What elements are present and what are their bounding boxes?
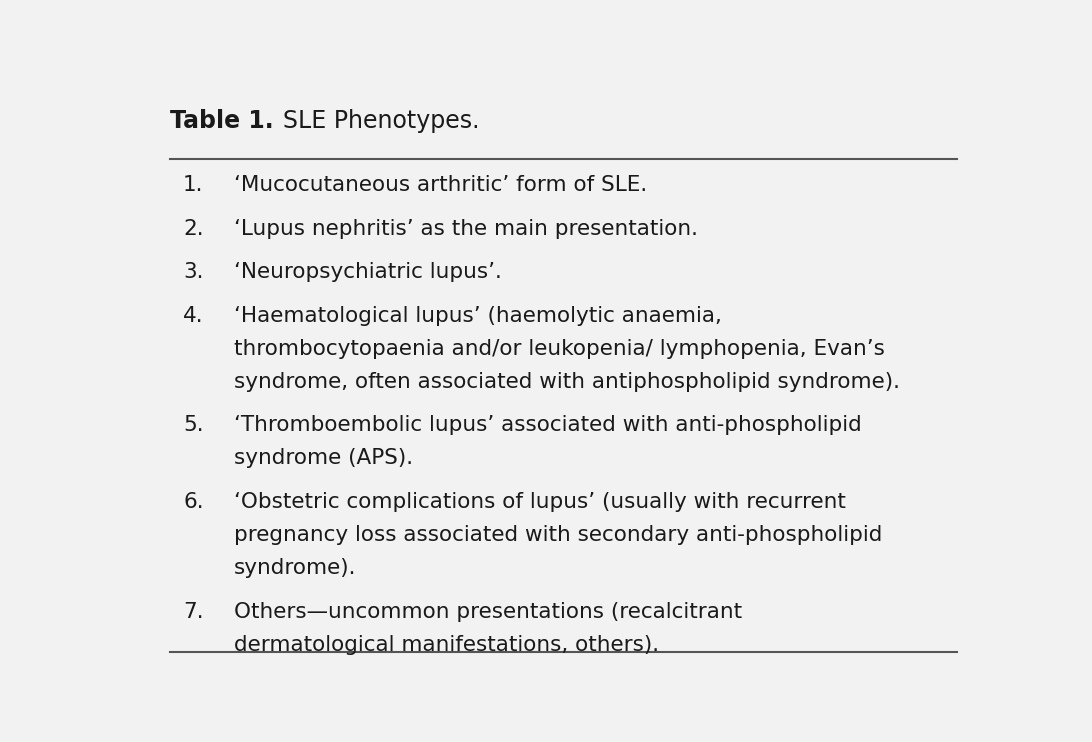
Text: 7.: 7. (183, 602, 204, 622)
Text: ‘Neuropsychiatric lupus’.: ‘Neuropsychiatric lupus’. (234, 262, 501, 282)
Text: ‘Obstetric complications of lupus’ (usually with recurrent: ‘Obstetric complications of lupus’ (usua… (234, 492, 845, 512)
Text: ‘Thromboembolic lupus’ associated with anti-phospholipid: ‘Thromboembolic lupus’ associated with a… (234, 416, 862, 436)
Text: ‘Lupus nephritis’ as the main presentation.: ‘Lupus nephritis’ as the main presentati… (234, 219, 698, 239)
Text: ‘Haematological lupus’ (haemolytic anaemia,: ‘Haematological lupus’ (haemolytic anaem… (234, 306, 722, 326)
Text: SLE Phenotypes.: SLE Phenotypes. (268, 109, 479, 133)
Text: 5.: 5. (183, 416, 204, 436)
Text: 2.: 2. (183, 219, 204, 239)
Text: syndrome, often associated with antiphospholipid syndrome).: syndrome, often associated with antiphos… (234, 372, 900, 392)
Text: dermatological manifestations, others).: dermatological manifestations, others). (234, 634, 658, 654)
Text: Others—uncommon presentations (recalcitrant: Others—uncommon presentations (recalcitr… (234, 602, 741, 622)
Text: 3.: 3. (183, 262, 203, 282)
Text: Table 1.: Table 1. (170, 109, 274, 133)
Text: 6.: 6. (183, 492, 204, 512)
Text: ‘Mucocutaneous arthritic’ form of SLE.: ‘Mucocutaneous arthritic’ form of SLE. (234, 175, 648, 195)
Text: 1.: 1. (183, 175, 203, 195)
Text: thrombocytopaenia and/or leukopenia/ lymphopenia, Evan’s: thrombocytopaenia and/or leukopenia/ lym… (234, 338, 885, 358)
Text: pregnancy loss associated with secondary anti-phospholipid: pregnancy loss associated with secondary… (234, 525, 882, 545)
Text: syndrome (APS).: syndrome (APS). (234, 448, 413, 468)
Text: 4.: 4. (183, 306, 204, 326)
Text: syndrome).: syndrome). (234, 558, 356, 578)
